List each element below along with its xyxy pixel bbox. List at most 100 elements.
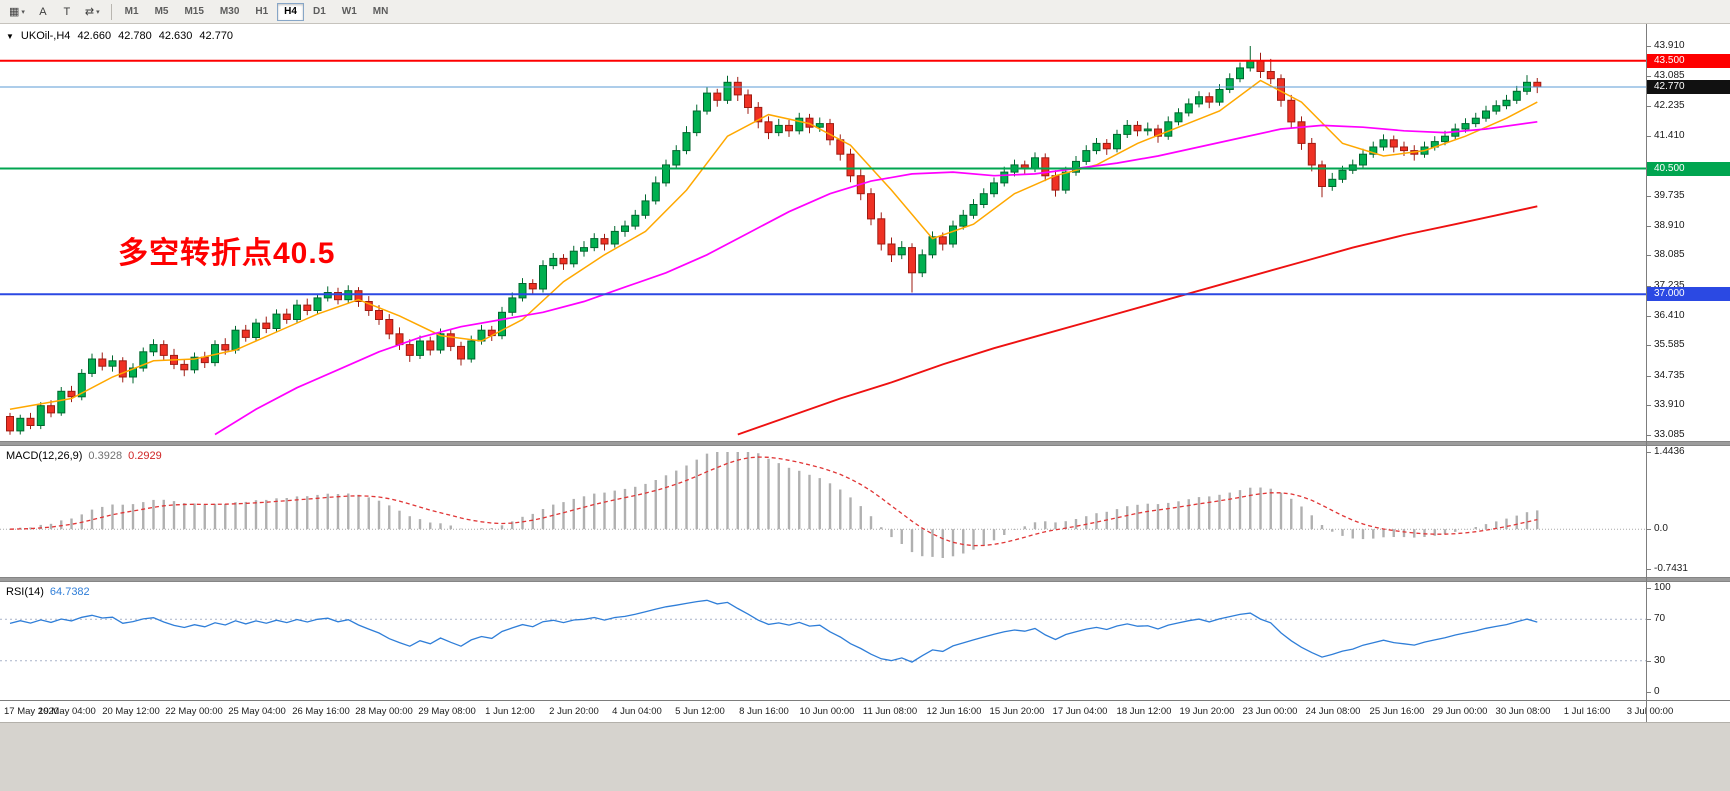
macd-label: MACD(12,26,9) 0.3928 0.2929 <box>6 450 168 462</box>
time-label: 2 Jun 20:00 <box>549 706 599 717</box>
time-label: 8 Jun 16:00 <box>739 706 789 717</box>
close-value: 42.770 <box>199 30 234 42</box>
time-label: 25 Jun 16:00 <box>1369 706 1425 717</box>
panel-separator[interactable] <box>0 441 1730 446</box>
time-label: 15 Jun 20:00 <box>989 706 1045 717</box>
axis-label: 35.585 <box>1654 339 1685 350</box>
time-label: 29 May 08:00 <box>418 706 476 717</box>
axis-tick <box>1647 136 1651 137</box>
scroll-shift-icon[interactable]: ⇄ ▾ <box>80 2 105 22</box>
axis-label: 36.410 <box>1654 310 1685 321</box>
price-badge-40.500: 40.500 <box>1647 162 1730 176</box>
chart-template-icon: ▦ <box>9 6 20 18</box>
time-axis[interactable]: 17 May 2020 19 May 04:00 20 May 12:00 22 Ma… <box>0 700 1730 722</box>
timeframe-button-d1[interactable]: D1 <box>312 6 326 17</box>
caret-down-icon: ▾ <box>96 8 100 16</box>
collapse-triangle-icon[interactable]: ▼ <box>6 32 14 41</box>
axis-label: 33.085 <box>1654 429 1685 440</box>
time-label: 22 May 00:00 <box>165 706 223 717</box>
time-label: 26 May 16:00 <box>292 706 350 717</box>
time-label: 24 Jun 08:00 <box>1305 706 1361 717</box>
time-label: 1 Jul 16:00 <box>1563 706 1611 717</box>
time-label: 23 Jun 00:00 <box>1242 706 1298 717</box>
axis-label: 100 <box>1654 582 1671 593</box>
toolbar-separator <box>110 3 112 20</box>
axis-label: 43.085 <box>1654 70 1685 81</box>
frame-tool-icon: T <box>63 5 71 18</box>
axis-tick <box>1647 569 1651 570</box>
timeframe-button-h1[interactable]: H1 <box>255 6 269 17</box>
axis-label: 0.0 <box>1654 523 1668 534</box>
window-bottom-strip <box>0 722 1730 791</box>
price-badge-42.770: 42.770 <box>1647 80 1730 94</box>
axis-tick <box>1647 405 1651 406</box>
axis-tick <box>1647 345 1651 346</box>
rsi-label: RSI(14) 64.7382 <box>6 586 96 598</box>
time-label: 20 May 12:00 <box>102 706 160 717</box>
axis-tick <box>1647 76 1651 77</box>
macd-signal-line <box>9 456 1538 547</box>
axis-tick <box>1647 619 1651 620</box>
time-label: 30 Jun 08:00 <box>1495 706 1551 717</box>
caret-down-icon: ▾ <box>21 8 25 16</box>
panel-separator[interactable] <box>0 577 1730 582</box>
frame-tool-icon[interactable]: T <box>56 2 78 22</box>
axis-label: 41.410 <box>1654 130 1685 141</box>
macd-panel[interactable]: MACD(12,26,9) 0.3928 0.2929 1.4436 0.0 -0.74… <box>0 446 1730 577</box>
axis-label: 42.235 <box>1654 100 1685 111</box>
chart-title: ▼ UKOil-,H4 42.660 42.780 42.630 42.770 <box>6 30 240 42</box>
timeframe-button-w1[interactable]: W1 <box>341 6 357 17</box>
axis-label: 30 <box>1654 655 1666 666</box>
main-price-panel[interactable]: ▼ UKOil-,H4 42.660 42.780 42.630 42.770 多空转折点… <box>0 24 1730 441</box>
timeframe-toolbar: ▦ ▾ A T ⇄ ▾ M1 M5 M15 M30 H1 H4 D1 W1 MN <box>0 0 1730 24</box>
slow-ma-line <box>737 205 1538 436</box>
time-label: 19 May 04:00 <box>38 706 96 717</box>
symbol-period-label: UKOil-,H4 <box>20 30 71 42</box>
timeframe-buttons: M1 M5 M15 M30 H1 H4 D1 W1 MN <box>118 2 396 21</box>
timeframe-button-mn[interactable]: MN <box>372 6 389 17</box>
axis-label: 70 <box>1654 613 1666 624</box>
axis-label: 43.910 <box>1654 40 1685 51</box>
toolbar-icons: ▦ ▾ A T ⇄ ▾ <box>4 2 105 22</box>
timeframe-button-h4[interactable]: H4 <box>277 2 304 21</box>
price-badge-37.000: 37.000 <box>1647 287 1730 301</box>
rsi-canvas[interactable] <box>0 582 1646 700</box>
axis-tick <box>1647 106 1651 107</box>
rsi-axis[interactable]: 100 70 30 0 <box>1647 582 1730 700</box>
timeframe-button-m30[interactable]: M30 <box>219 6 240 17</box>
axis-divider-line <box>1646 24 1647 722</box>
time-label: 11 Jun 08:00 <box>862 706 918 717</box>
time-label: 29 Jun 00:00 <box>1432 706 1488 717</box>
axis-label: 0 <box>1654 686 1660 697</box>
axis-label: -0.7431 <box>1654 563 1688 574</box>
rsi-line <box>9 599 1538 663</box>
axis-label: 33.910 <box>1654 399 1685 410</box>
macd-canvas[interactable] <box>0 446 1646 577</box>
axis-tick <box>1647 196 1651 197</box>
macd-histogram <box>19 452 1539 558</box>
time-label: 10 Jun 00:00 <box>799 706 855 717</box>
text-tool-icon: A <box>39 5 47 18</box>
rsi-value: 64.7382 <box>49 586 90 598</box>
axis-tick <box>1647 529 1651 530</box>
timeframe-button-m15[interactable]: M15 <box>184 6 204 17</box>
axis-label: 39.735 <box>1654 190 1685 201</box>
axis-tick <box>1647 452 1651 453</box>
open-value: 42.660 <box>77 30 112 42</box>
chart-template-icon[interactable]: ▦ ▾ <box>4 2 30 22</box>
axis-label: 38.085 <box>1654 249 1685 260</box>
axis-label: 34.735 <box>1654 370 1685 381</box>
price-badge-43.500: 43.500 <box>1647 54 1730 68</box>
time-label: 18 Jun 12:00 <box>1116 706 1172 717</box>
candlestick-canvas[interactable] <box>0 24 1646 441</box>
time-label: 4 Jun 04:00 <box>612 706 662 717</box>
time-label: 12 Jun 16:00 <box>926 706 982 717</box>
timeframe-button-m1[interactable]: M1 <box>124 6 139 17</box>
price-axis[interactable]: 43.910 43.085 42.235 41.410 39.735 38.910 38.0… <box>1647 24 1730 441</box>
macd-axis[interactable]: 1.4436 0.0 -0.7431 <box>1647 446 1730 577</box>
rsi-panel[interactable]: RSI(14) 64.7382 100 70 30 0 <box>0 582 1730 700</box>
axis-label: 38.910 <box>1654 220 1685 231</box>
timeframe-button-m5[interactable]: M5 <box>154 6 169 17</box>
text-tool-icon[interactable]: A <box>32 2 54 22</box>
